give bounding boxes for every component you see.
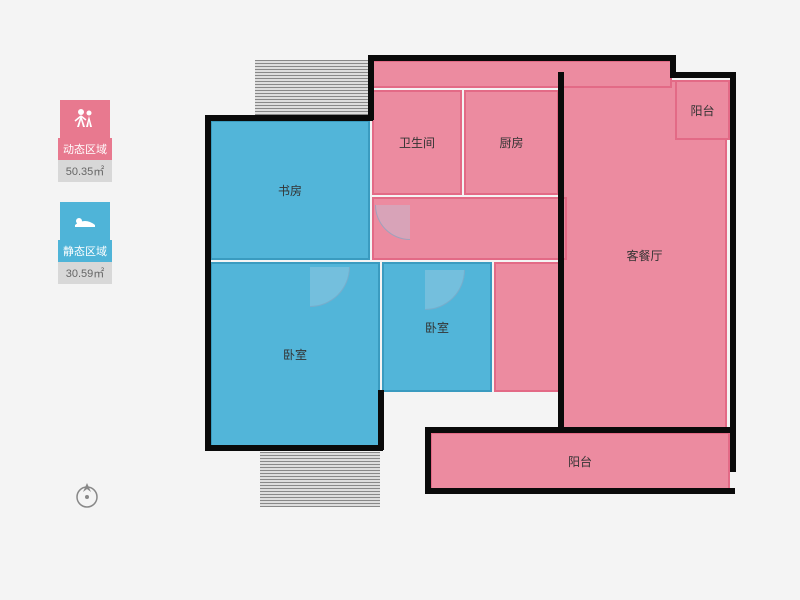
room-label-kitchen: 厨房 — [499, 134, 523, 151]
legend-dynamic-value: 50.35㎡ — [58, 160, 112, 182]
room-label-balcony2: 阳台 — [568, 453, 592, 470]
room-label-bedroom1: 卧室 — [283, 346, 307, 363]
legend-static-value: 30.59㎡ — [58, 262, 112, 284]
room-topstrip — [372, 60, 672, 88]
floorplan: 书房卧室卧室卫生间厨房客餐厅阳台阳台 — [200, 30, 760, 570]
room-hallway2 — [494, 262, 564, 392]
room-label-study: 书房 — [278, 182, 302, 199]
legend: 动态区域 50.35㎡ 静态区域 30.59㎡ — [58, 100, 112, 304]
wall-segment — [205, 445, 383, 451]
legend-static-label: 静态区域 — [58, 240, 112, 262]
wall-segment — [425, 427, 735, 433]
sleep-icon — [60, 202, 110, 240]
wall-segment — [670, 72, 735, 78]
wall-segment — [368, 55, 676, 61]
wall-segment — [205, 115, 211, 450]
wall-segment — [368, 55, 374, 120]
room-label-bathroom: 卫生间 — [399, 134, 435, 151]
room-label-living: 客餐厅 — [626, 247, 662, 264]
hatch-area — [260, 452, 380, 507]
people-icon — [60, 100, 110, 138]
wall-segment — [425, 427, 431, 492]
room-balcony1: 阳台 — [675, 80, 730, 140]
room-bathroom: 卫生间 — [372, 90, 462, 195]
room-study: 书房 — [210, 120, 370, 260]
room-label-balcony1: 阳台 — [690, 102, 714, 119]
room-bedroom1: 卧室 — [210, 262, 380, 447]
wall-segment — [730, 72, 736, 472]
room-label-bedroom2: 卧室 — [425, 319, 449, 336]
wall-segment — [378, 390, 384, 450]
legend-dynamic: 动态区域 50.35㎡ — [58, 100, 112, 182]
room-kitchen: 厨房 — [464, 90, 559, 195]
wall-segment — [425, 488, 735, 494]
compass-icon — [72, 480, 102, 515]
room-balcony2: 阳台 — [430, 432, 730, 490]
hatch-area — [255, 60, 370, 115]
legend-static: 静态区域 30.59㎡ — [58, 202, 112, 284]
wall-segment — [205, 115, 373, 121]
legend-dynamic-label: 动态区域 — [58, 138, 112, 160]
wall-segment — [558, 72, 564, 432]
